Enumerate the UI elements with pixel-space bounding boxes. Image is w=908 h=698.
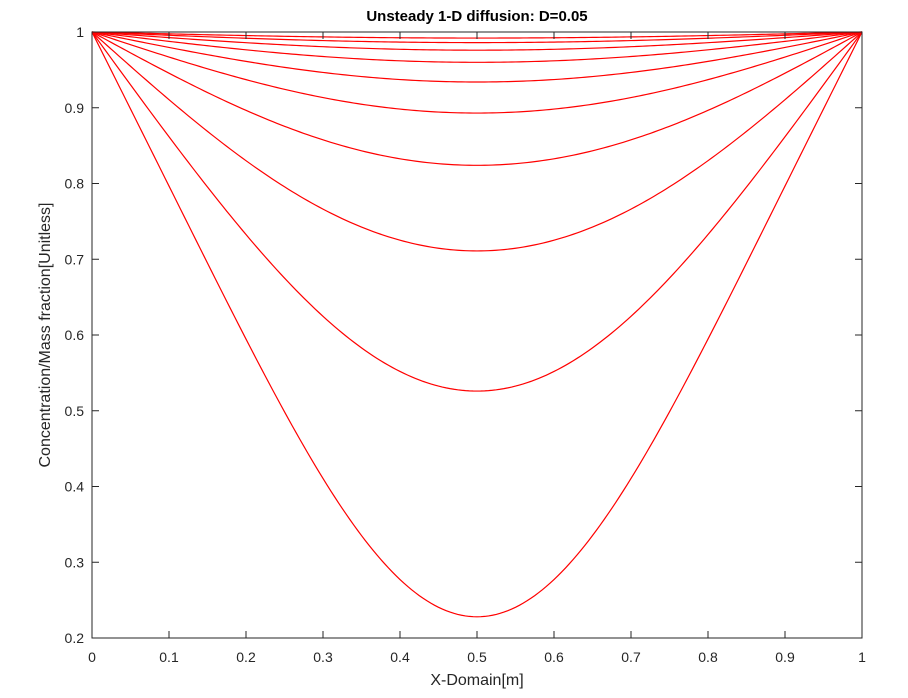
series-line	[91, 31, 863, 44]
y-tick-label: 0.7	[65, 251, 85, 267]
ticks-group: 0 0.1 0.2 0.3 0.4 0.5 0.6 0.7 0.8 0.9 1 0.2 0.3 0.4 0.…	[65, 24, 867, 665]
x-tick-label: 0.1	[159, 649, 179, 665]
series-line	[91, 31, 863, 51]
y-tick-label: 0.3	[65, 554, 85, 570]
y-tick-label: 0.2	[65, 630, 85, 646]
series-line	[91, 31, 863, 252]
x-tick-label: 0.5	[467, 649, 487, 665]
plot-area	[92, 32, 862, 638]
x-axis-label: X-Domain[m]	[430, 672, 523, 689]
series-line	[91, 31, 863, 114]
x-tick-label: 0.8	[698, 649, 718, 665]
series-line	[91, 31, 863, 392]
y-tick-label: 0.9	[65, 100, 85, 116]
y-tick-label: 0.5	[65, 403, 85, 419]
x-tick-label: 0.7	[621, 649, 641, 665]
y-axis-label: Concentration/Mass fraction[Unitless]	[37, 203, 54, 468]
x-tick-label: 0.2	[236, 649, 256, 665]
x-tick-label: 1	[858, 649, 866, 665]
y-tick-label: 0.8	[65, 176, 85, 192]
series-line	[91, 31, 863, 618]
axes-box	[91, 31, 863, 639]
y-tick-label: 0.4	[65, 479, 85, 495]
series-group	[91, 31, 863, 618]
x-tick-label: 0.4	[390, 649, 410, 665]
x-tick-label: 0.6	[544, 649, 564, 665]
x-tick-label: 0.9	[775, 649, 795, 665]
y-tick-label: 0.6	[65, 327, 85, 343]
series-line	[91, 31, 863, 63]
x-tick-label: 0	[88, 649, 96, 665]
y-tick-label: 1	[76, 24, 84, 40]
series-line	[91, 31, 863, 83]
series-line	[91, 31, 863, 166]
x-tick-label: 0.3	[313, 649, 333, 665]
chart-title: Unsteady 1-D diffusion: D=0.05	[366, 8, 587, 25]
